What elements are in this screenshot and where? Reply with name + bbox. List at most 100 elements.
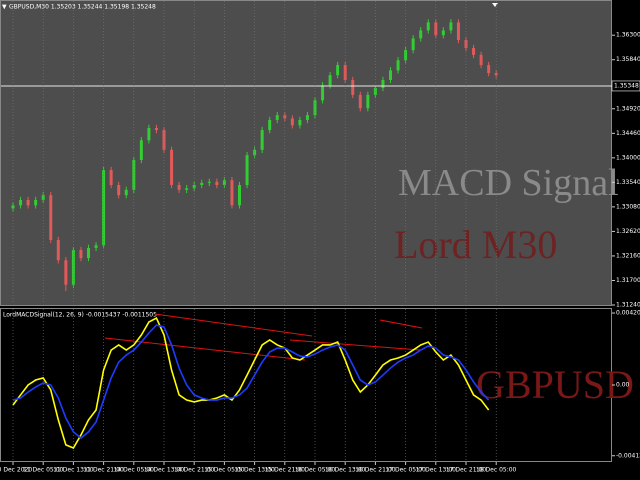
x-tick-label: 11 Dec 05:00: [23, 467, 64, 474]
candle-body: [351, 79, 355, 95]
y-tick-label: 0.0042055: [616, 310, 640, 317]
candle-body: [71, 250, 75, 285]
price-pane: [0, 0, 612, 306]
trend-line: [154, 313, 313, 337]
y-tick-label: 0.00: [616, 382, 630, 389]
candle-body: [200, 182, 204, 186]
watermark: Lord M30: [394, 222, 557, 267]
trend-line: [104, 337, 306, 361]
y-tick-label: 1.34920: [616, 105, 640, 112]
y-tick-label: 1.35840: [616, 56, 640, 63]
candle-body: [487, 65, 491, 74]
y-tick-label: 1.34460: [616, 130, 640, 137]
x-tick-label: 16 Dec 13:00: [325, 467, 366, 474]
x-tick-label: 18 Dec 05:00: [476, 467, 517, 474]
candle-body: [343, 65, 347, 80]
y-tick-label: 1.32620: [616, 228, 640, 235]
candle-body: [11, 205, 15, 209]
x-tick-label: 14 Dec 05:00: [114, 467, 155, 474]
candle-body: [26, 199, 30, 206]
x-tick-label: 14 Dec 21:00: [174, 467, 215, 474]
candle-body: [321, 85, 325, 101]
signal-lines: [104, 313, 423, 361]
x-tick-label: 17 Dec 13:00: [416, 467, 457, 474]
candle-body: [494, 73, 498, 76]
y-tick-label: 1.33080: [616, 203, 640, 210]
candle-body: [358, 94, 362, 109]
candle-body: [479, 54, 483, 66]
candle-body: [154, 127, 158, 131]
candle-body: [419, 30, 423, 39]
macd-line: [12, 316, 490, 449]
candle-body: [185, 188, 189, 190]
x-tick-label: 16 Dec 05:00: [295, 467, 336, 474]
candle-body: [313, 100, 317, 116]
y-tick-label: 1.31240: [616, 302, 640, 309]
candle-body: [147, 127, 151, 141]
candle-body: [336, 65, 340, 76]
y-tick-label: 1.31700: [616, 277, 640, 284]
candle-body: [177, 185, 181, 190]
candle-body: [79, 250, 83, 259]
candle-body: [64, 260, 68, 285]
x-tick-label: 17 Dec 05:00: [385, 467, 426, 474]
trend-line: [289, 339, 421, 351]
candle-body: [117, 185, 121, 196]
y-tick-label: 1.33540: [616, 179, 640, 186]
candle-body: [389, 70, 392, 80]
x-tick-label: 11 Dec 21:00: [83, 467, 124, 474]
candle-body: [94, 245, 98, 248]
candle-body: [215, 181, 219, 186]
watermark: GBPUSD: [476, 362, 634, 407]
candle-body: [109, 170, 113, 186]
candle-body: [426, 22, 430, 31]
candle-body: [260, 130, 264, 150]
candle-body: [102, 170, 106, 246]
collapse-icon[interactable]: ▼: [2, 4, 7, 11]
candle-body: [290, 118, 294, 126]
current-price-box: [611, 80, 640, 92]
x-tick-label: 17 Dec 21:00: [446, 467, 487, 474]
candle-body: [328, 75, 332, 86]
candle-body: [139, 140, 143, 160]
candle-body: [456, 22, 460, 40]
x-tick-label: 15 Dec 13:00: [234, 467, 275, 474]
x-tick-label: 16 Dec 21:00: [355, 467, 396, 474]
candle-body: [192, 185, 196, 189]
x-tick-label: 10 Dec 2020: [0, 467, 32, 474]
candle-body: [87, 247, 90, 259]
candle-body: [132, 159, 136, 190]
x-tick-label: 15 Dec 21:00: [265, 467, 306, 474]
y-tick-label: -0.0041349: [616, 452, 640, 459]
candle-body: [245, 155, 249, 186]
watermark: MACD Signal: [398, 162, 619, 204]
y-tick-label: 1.34000: [616, 154, 640, 161]
price-header: GBPUSD,M30 1.35203 1.35244 1.35198 1.352…: [9, 4, 156, 11]
y-tick-label: 1.36300: [616, 32, 640, 39]
candle-body: [238, 185, 241, 206]
candle-body: [275, 115, 279, 120]
current-price-label: 1.35348: [614, 82, 639, 89]
candle-body: [411, 38, 415, 51]
y-tick-label: 1.32160: [616, 252, 640, 259]
trend-line: [379, 319, 423, 329]
candle-body: [441, 30, 445, 36]
candle-body: [268, 119, 272, 131]
candle-body: [298, 119, 302, 126]
indicator-pane: [0, 308, 612, 462]
x-tick-label: 11 Dec 13:00: [53, 467, 94, 474]
candle-body: [170, 149, 174, 186]
candle-body: [472, 47, 476, 55]
candle-body: [283, 115, 287, 119]
candle-body: [305, 115, 309, 120]
candle-body: [124, 189, 128, 196]
candle-body: [41, 195, 45, 200]
candle-body: [396, 60, 400, 71]
candle-body: [19, 199, 23, 206]
x-tick-label: 15 Dec 05:00: [204, 467, 245, 474]
candle-body: [366, 94, 370, 109]
candle-body: [207, 181, 211, 183]
candle-body: [230, 180, 234, 206]
candle-body: [253, 149, 257, 156]
